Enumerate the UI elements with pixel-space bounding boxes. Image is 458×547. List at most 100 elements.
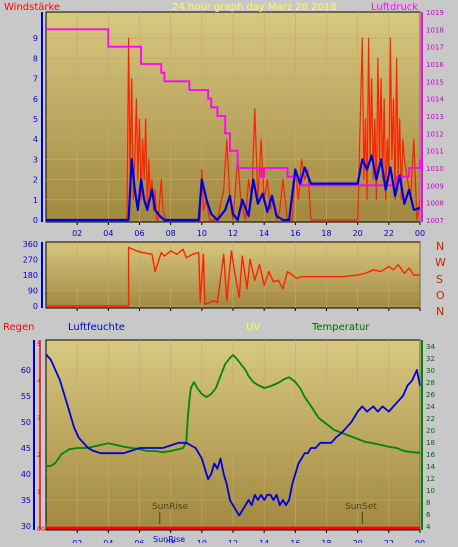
pressure-ytick-1010: 1010 <box>426 165 444 173</box>
wind-ytick-6: 6 <box>33 95 38 104</box>
wind-ytick-0: 0 <box>33 216 38 225</box>
humidity-xtick-label-12: 12 <box>228 539 238 543</box>
grid-lines <box>46 12 421 530</box>
temperature-ytick-24: 24 <box>426 403 435 411</box>
wind-xtick-label-20: 20 <box>353 229 363 238</box>
pressure-ytick-1007: 1007 <box>426 217 444 225</box>
pressure-ytick-1019: 1019 <box>426 9 444 17</box>
axis-lines <box>33 12 423 533</box>
rain-ytick-3: 3 <box>37 415 41 422</box>
wind-ytick-4: 4 <box>33 135 38 144</box>
humidity-xtick-label-10: 10 <box>197 539 207 543</box>
compass-letter-w: W <box>435 256 446 269</box>
temperature-ytick-30: 30 <box>426 367 435 375</box>
luftfeuchte-label: Luftfeuchte <box>68 322 125 333</box>
wind-ytick-8: 8 <box>33 54 38 63</box>
direction-ytick-180: 180 <box>23 271 38 280</box>
temperature-ytick-18: 18 <box>426 439 435 447</box>
humidity-line <box>45 353 421 517</box>
wind-xtick-label-06: 06 <box>134 229 144 238</box>
humidity-xtick-label-00: 00 <box>415 539 425 543</box>
sunrise-axis-label: SunRise <box>153 535 185 543</box>
rain-ytick-5: 5 <box>37 341 41 348</box>
rain-ytick-2: 2 <box>37 452 41 459</box>
humidity-xtick-label-22: 22 <box>384 539 394 543</box>
temperature-ytick-26: 26 <box>426 391 435 399</box>
temperature-ytick-22: 22 <box>426 415 435 423</box>
temperature-ytick-6: 6 <box>426 511 431 519</box>
wind-xtick-label-16: 16 <box>290 229 300 238</box>
compass-letter-s: S <box>436 273 443 286</box>
temperature-ytick-10: 10 <box>426 487 435 495</box>
compass-letter-n-top: N <box>436 240 444 253</box>
wind-ytick-1: 1 <box>33 196 38 205</box>
direction-ytick-270: 270 <box>23 256 38 265</box>
temperature-ytick-32: 32 <box>426 355 435 363</box>
pressure-ytick-1009: 1009 <box>426 182 444 190</box>
wind-xtick-label-12: 12 <box>228 229 238 238</box>
direction-ytick-360: 360 <box>23 240 38 249</box>
rain-ytick-4: 4 <box>37 378 41 385</box>
rain-ytick-1: 1 <box>37 489 41 496</box>
windstaerke-label: Windstärke <box>4 2 60 13</box>
humidity-xtick-label-02: 02 <box>72 539 82 543</box>
wind-xtick-label-02: 02 <box>72 229 82 238</box>
wind-ytick-5: 5 <box>33 115 38 124</box>
compass-letter-o: O <box>436 289 445 302</box>
luftdruck-label: Luftdruck <box>371 2 418 13</box>
temperatur-label: Temperatur <box>311 322 370 333</box>
rain-ytick-0: 0 <box>37 526 41 533</box>
chart-title: 24 hour graph day Marz 28 2018 <box>172 2 337 13</box>
humidity-xtick-label-04: 04 <box>103 539 113 543</box>
humidity-xtick-label-16: 16 <box>290 539 300 543</box>
humidity-ytick-50: 50 <box>21 418 31 427</box>
wind-xtick-label-10: 10 <box>197 229 207 238</box>
humidity-ytick-55: 55 <box>21 392 31 401</box>
pressure-ytick-1012: 1012 <box>426 130 444 138</box>
sunrise-annotation: SunRise <box>152 502 189 512</box>
temperature-ytick-14: 14 <box>426 463 435 471</box>
temperature-ytick-16: 16 <box>426 451 435 459</box>
pressure-ytick-1008: 1008 <box>426 200 444 208</box>
pressure-ytick-1017: 1017 <box>426 44 444 52</box>
series-lines <box>45 28 421 530</box>
humidity-xtick-label-14: 14 <box>259 539 269 543</box>
wind-xtick-label-14: 14 <box>259 229 269 238</box>
humidity-xtick-label-20: 20 <box>353 539 363 543</box>
pressure-ytick-1011: 1011 <box>426 148 444 156</box>
wind-ytick-3: 3 <box>33 155 38 164</box>
wind-xtick-label-08: 08 <box>166 229 176 238</box>
temperature-ytick-20: 20 <box>426 427 435 435</box>
sunset-annotation: SunSet <box>345 502 377 512</box>
uv-ytick-0: 0 <box>41 526 45 533</box>
temperature-line <box>46 354 421 467</box>
wind-xtick-label-04: 04 <box>103 229 113 238</box>
wind-direction-line <box>46 246 420 307</box>
humidity-ytick-60: 60 <box>21 366 31 375</box>
temperature-ytick-4: 4 <box>426 523 431 531</box>
temperature-ytick-34: 34 <box>426 343 435 351</box>
pressure-ytick-1016: 1016 <box>426 61 444 69</box>
direction-ytick-90: 90 <box>28 287 38 296</box>
regen-label: Regen <box>3 322 35 333</box>
pressure-ytick-1018: 1018 <box>426 26 444 34</box>
humidity-ytick-30: 30 <box>21 522 31 531</box>
humidity-ytick-40: 40 <box>21 470 31 479</box>
wind-ytick-9: 9 <box>33 34 38 43</box>
humidity-ytick-35: 35 <box>21 496 31 505</box>
pressure-ytick-1014: 1014 <box>426 96 444 104</box>
wind-ytick-7: 7 <box>33 75 38 84</box>
compass-letter-n-bottom: N <box>436 305 444 318</box>
pressure-ytick-1015: 1015 <box>426 78 444 86</box>
direction-ytick-0: 0 <box>33 302 38 311</box>
humidity-xtick-label-06: 06 <box>134 539 144 543</box>
wind-ytick-2: 2 <box>33 176 38 185</box>
wind-xtick-label-22: 22 <box>384 229 394 238</box>
temperature-ytick-8: 8 <box>426 499 430 507</box>
wind-xtick-label-18: 18 <box>321 229 331 238</box>
pressure-line <box>46 28 421 187</box>
wind-xtick-label-00: 00 <box>415 229 425 238</box>
uv-label: UV <box>246 322 260 333</box>
humidity-ytick-45: 45 <box>21 444 31 453</box>
